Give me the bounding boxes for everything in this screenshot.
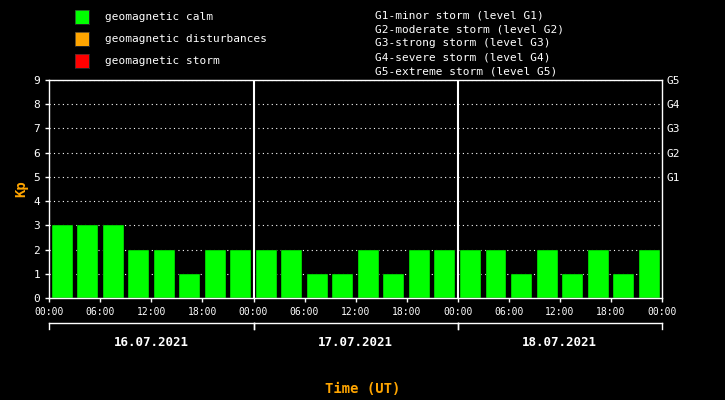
Y-axis label: Kp: Kp [14,181,28,197]
Bar [332,274,353,298]
Bar [358,250,379,298]
Bar [103,225,123,298]
Bar [307,274,328,298]
Bar [384,274,405,298]
Bar [588,250,608,298]
Bar [77,225,98,298]
Text: geomagnetic storm: geomagnetic storm [105,56,220,66]
Bar [486,250,507,298]
Bar [179,274,200,298]
Bar [51,225,72,298]
Bar [562,274,583,298]
Bar [281,250,302,298]
Bar [536,250,558,298]
Bar [128,250,149,298]
Text: 18.07.2021: 18.07.2021 [522,336,597,348]
Text: G2-moderate storm (level G2): G2-moderate storm (level G2) [375,24,564,34]
Text: G4-severe storm (level G4): G4-severe storm (level G4) [375,52,550,62]
Bar [639,250,660,298]
Text: 16.07.2021: 16.07.2021 [114,336,189,348]
Bar [256,250,277,298]
Bar [460,250,481,298]
Bar [434,250,455,298]
Text: geomagnetic disturbances: geomagnetic disturbances [105,34,268,44]
Text: Time (UT): Time (UT) [325,382,400,396]
Bar [231,250,251,298]
Bar [511,274,532,298]
Text: G1-minor storm (level G1): G1-minor storm (level G1) [375,10,544,20]
Text: geomagnetic calm: geomagnetic calm [105,12,213,22]
Bar [409,250,430,298]
Bar [204,250,225,298]
Text: 17.07.2021: 17.07.2021 [318,336,393,348]
Bar [613,274,634,298]
Bar [154,250,175,298]
Text: G3-strong storm (level G3): G3-strong storm (level G3) [375,38,550,48]
Text: G5-extreme storm (level G5): G5-extreme storm (level G5) [375,66,558,76]
